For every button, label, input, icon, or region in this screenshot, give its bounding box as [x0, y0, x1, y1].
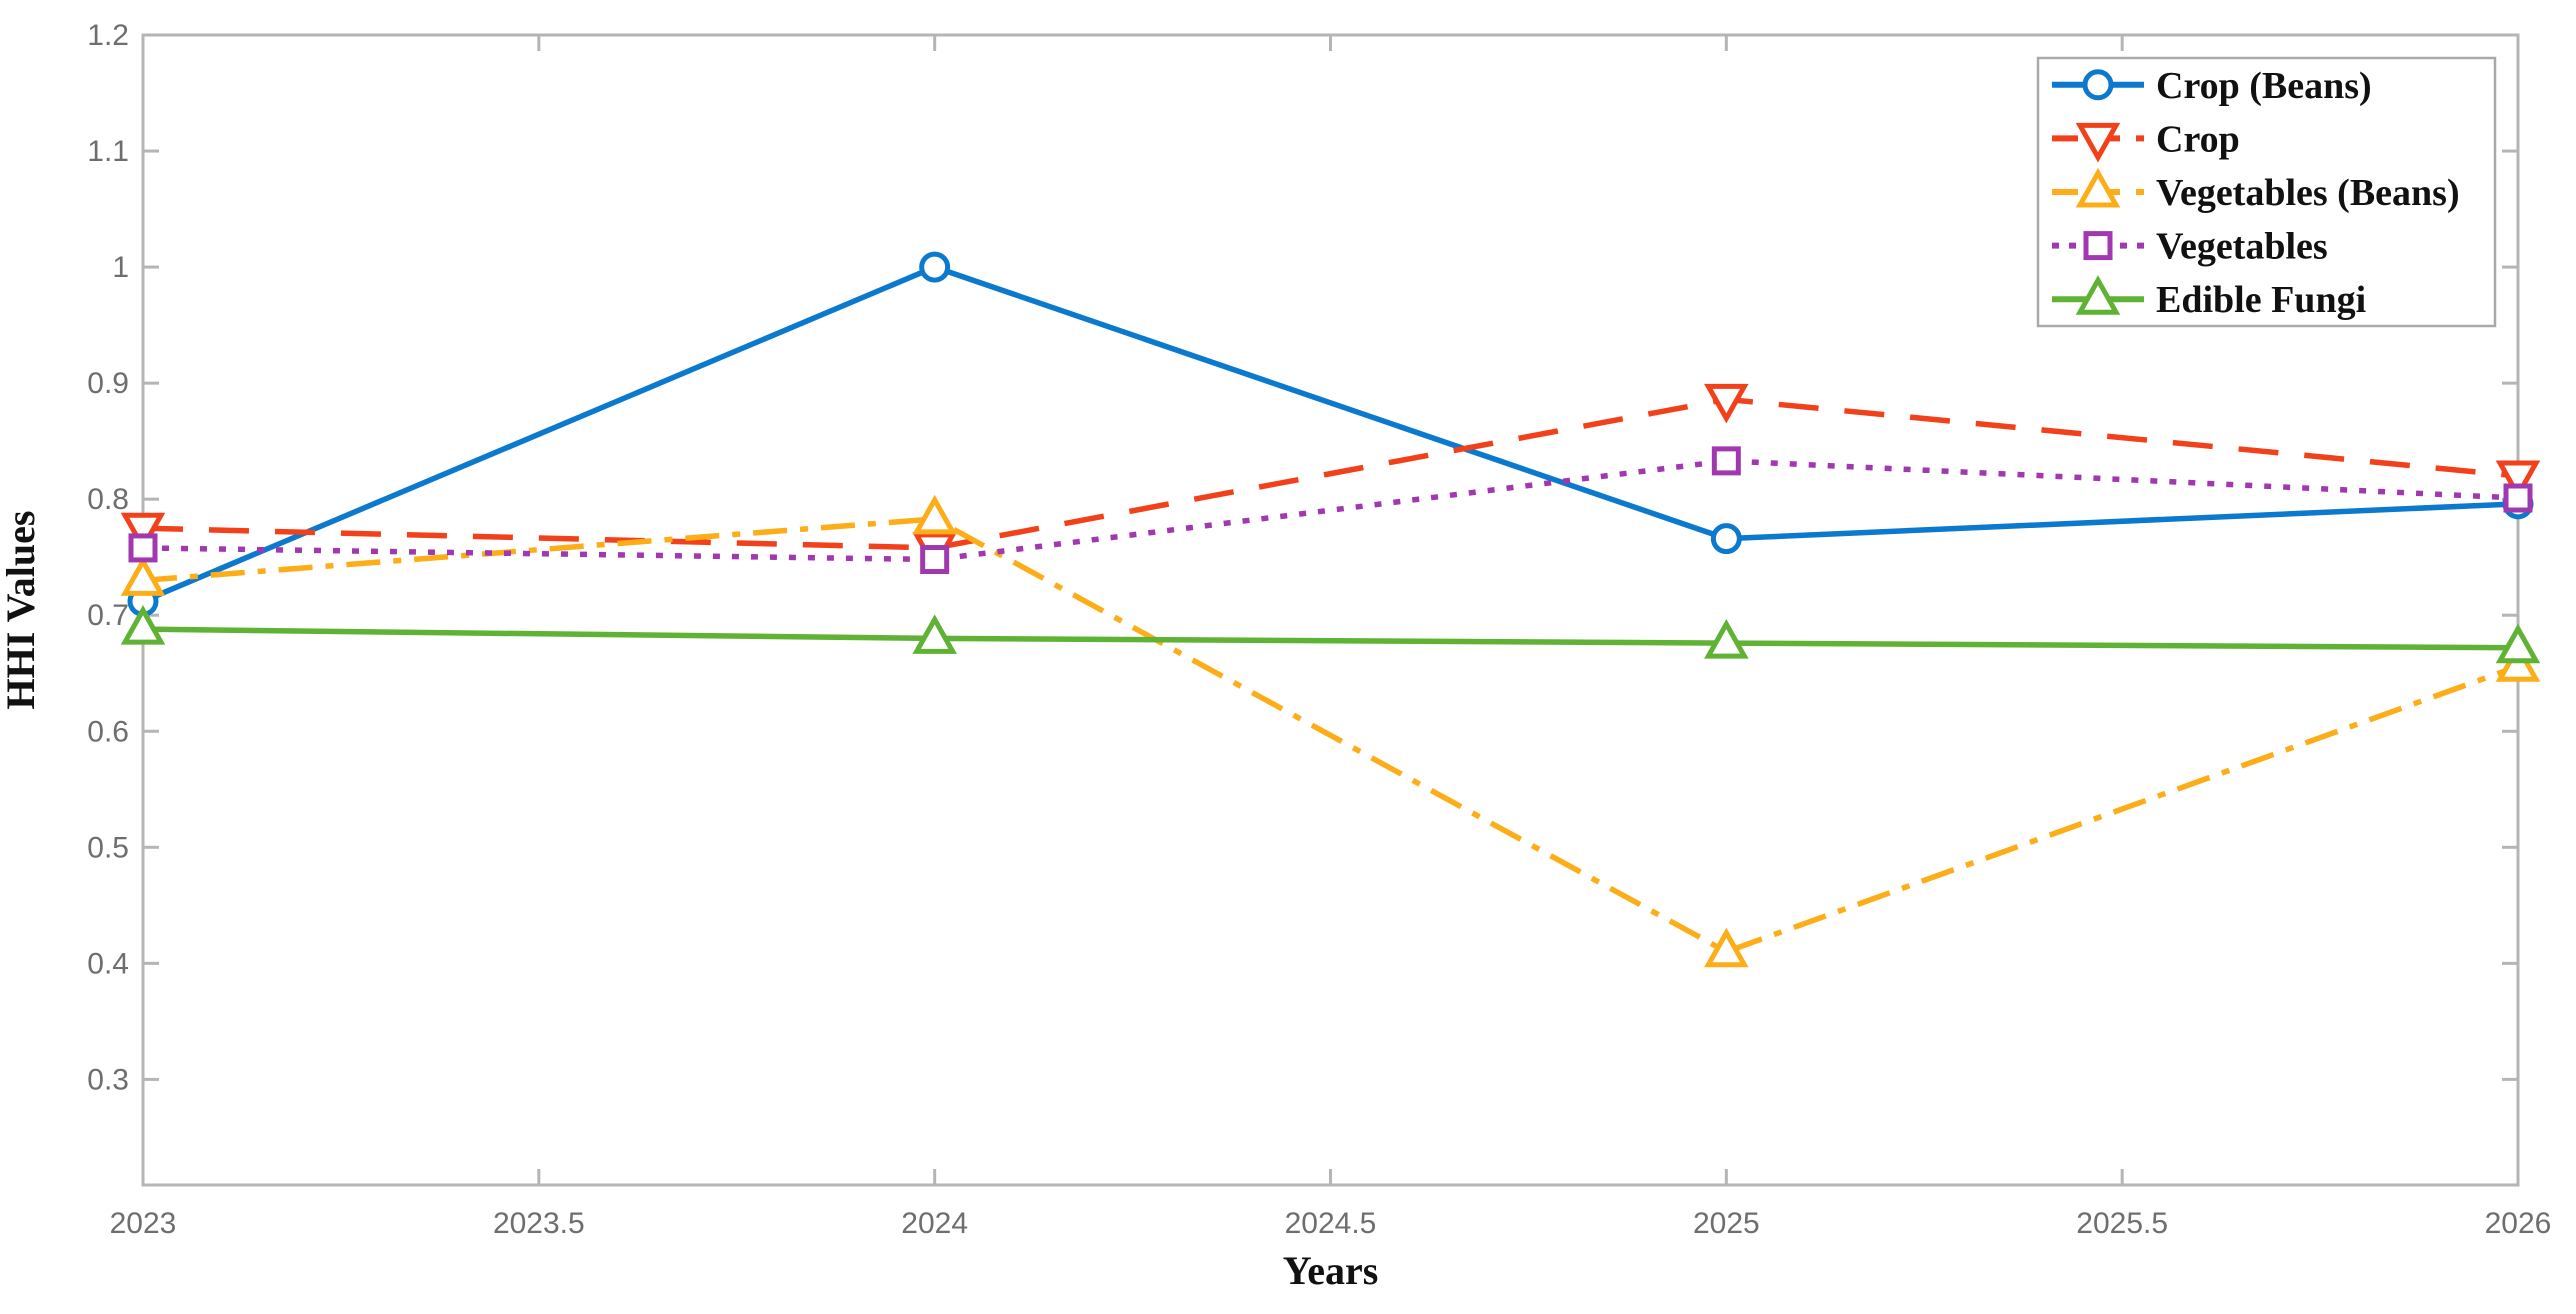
y-tick-label: 1 [112, 251, 129, 284]
legend-label-crop-beans: Crop (Beans) [2156, 65, 2372, 107]
legend-marker-vegetables-beans [2075, 167, 2121, 208]
x-tick-label: 2023.5 [493, 1207, 585, 1240]
x-axis-label: Years [1283, 1248, 1379, 1293]
series-marker-edible-fungi [1704, 618, 1749, 659]
y-axis-label: HHI Values [0, 511, 43, 710]
legend-label-edible-fungi: Edible Fungi [2156, 279, 2366, 321]
series-marker-vegetables-beans [912, 494, 957, 535]
series-marker-crop-beans [919, 251, 951, 283]
x-tick-label: 2024.5 [1285, 1207, 1377, 1240]
series-marker-vegetables-beans [1704, 927, 1749, 968]
series-marker-edible-fungi [2495, 623, 2541, 664]
series-marker-edible-fungi [120, 605, 166, 645]
y-tick-label: 0.3 [87, 1063, 129, 1096]
y-tick-label: 0.4 [87, 947, 129, 980]
series-marker-vegetables [2503, 483, 2533, 513]
series-marker-crop [1704, 383, 1749, 424]
legend-marker-edible-fungi [2075, 275, 2121, 315]
series-line-crop [142, 396, 2519, 551]
y-tick-label: 1.1 [87, 135, 129, 168]
legend-label-vegetables: Vegetables [2156, 226, 2328, 268]
series-line-edible-fungi [142, 626, 2519, 651]
x-tick-label: 2024 [901, 1207, 968, 1240]
series-marker-vegetables [1711, 446, 1741, 476]
series-marker-vegetables-beans [120, 556, 166, 596]
series-marker-crop [2495, 460, 2541, 501]
series-line-vegetables-beans [142, 516, 2519, 955]
y-tick-label: 0.8 [87, 483, 129, 516]
series-marker-crop [120, 512, 166, 553]
x-tick-label: 2023 [110, 1207, 177, 1240]
legend-marker-crop [2075, 122, 2121, 163]
y-tick-label: 1.2 [87, 19, 129, 52]
legend-marker-vegetables [2083, 231, 2113, 261]
y-tick-label: 0.6 [87, 715, 129, 748]
legend-label-crop: Crop [2156, 118, 2240, 160]
y-tick-label: 0.5 [87, 831, 129, 864]
y-tick-label: 0.7 [87, 599, 129, 632]
legend-marker-crop-beans [2082, 69, 2114, 101]
x-tick-label: 2025.5 [2076, 1207, 2168, 1240]
series-marker-edible-fungi [912, 614, 957, 654]
legend-label-vegetables-beans: Vegetables (Beans) [2156, 172, 2460, 214]
series-marker-vegetables [128, 533, 158, 563]
series-line-crop-beans [141, 264, 2519, 604]
series-marker-crop-beans [1710, 523, 1742, 555]
x-tick-label: 2026 [2485, 1207, 2552, 1240]
series-marker-vegetables-beans [2495, 642, 2541, 682]
x-tick-label: 2025 [1693, 1207, 1760, 1240]
y-tick-label: 0.9 [87, 367, 129, 400]
series-marker-vegetables [920, 545, 950, 575]
